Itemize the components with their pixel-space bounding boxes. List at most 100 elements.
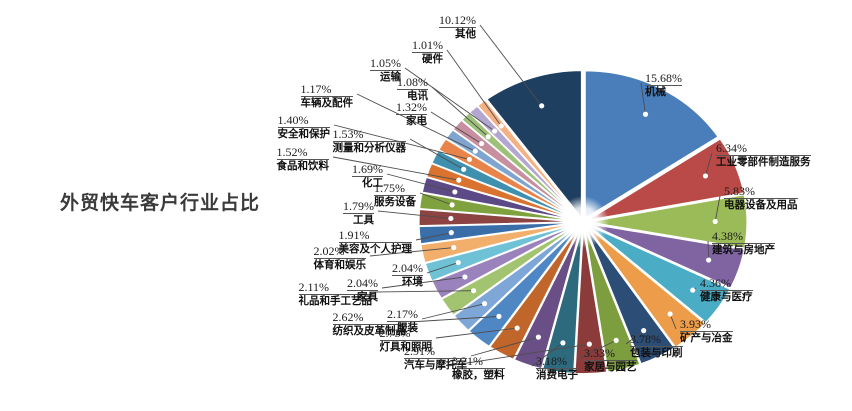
leader-line [369, 247, 454, 257]
slice-category: 服装 [397, 321, 418, 334]
leader-dot [466, 156, 473, 163]
leader-line [435, 327, 518, 339]
pie-slice[interactable] [587, 193, 748, 250]
slice-percent: 1.32% [396, 100, 427, 115]
slice-percent: 1.53% [332, 128, 406, 142]
slice-category: 环境 [402, 275, 423, 288]
slice-category: 车辆及配件 [300, 96, 354, 109]
slice-percent: 10.12% [439, 13, 476, 28]
pie-slice[interactable] [584, 69, 720, 221]
leader-line [409, 138, 464, 170]
slice-label: 1.75% 服务设备 [374, 182, 416, 208]
leader-line [377, 210, 451, 219]
slice-category: 其他 [455, 27, 476, 40]
leader-line [625, 330, 644, 345]
pie-slice[interactable] [476, 98, 582, 220]
pie-slice[interactable] [586, 222, 746, 290]
slice-category: 食品和饮料 [276, 159, 330, 172]
leader-dot [641, 328, 647, 334]
pie-slice[interactable] [586, 137, 746, 222]
pie-slice[interactable] [585, 224, 707, 349]
leader-dot [472, 148, 478, 154]
slice-category: 家具 [357, 290, 378, 303]
leader-line [415, 232, 452, 241]
leader-line [375, 290, 474, 293]
slice-category: 灯具和照明 [379, 340, 433, 353]
slice-percent: 1.05% [370, 56, 401, 71]
slice-category: 服务设备 [374, 195, 416, 208]
slice-category: 机械 [645, 85, 666, 98]
leader-line [421, 303, 485, 320]
slice-label: 1.53% 测量和分析仪器 [332, 128, 406, 154]
slice-percent: 2.04% [392, 261, 423, 276]
leader-dot [613, 337, 619, 343]
slice-percent: 2.02% [313, 245, 366, 259]
leader-dot [451, 244, 457, 251]
slice-label: 15.68% 机械 [645, 72, 682, 98]
slice-label: 1.69% 化工 [352, 163, 383, 189]
leader-dot [448, 230, 454, 236]
slice-category: 包装与印刷 [630, 346, 683, 359]
slice-percent: 15.68% [645, 71, 682, 86]
leader-dot [492, 128, 498, 134]
slice-percent: 1.69% [352, 162, 383, 177]
slice-category: 美容及个人护理 [338, 242, 413, 255]
slice-label: 3.93% 矿产与冶金 [680, 318, 733, 344]
slice-label: 3.18% 消费电子 [536, 355, 578, 381]
leader-line [714, 195, 721, 222]
slice-category: 电器设备及用品 [724, 198, 798, 211]
pie-slice[interactable] [573, 225, 608, 375]
slice-label: 2.91% 汽车与摩托车 [404, 345, 467, 371]
slice-label: 2.73% 灯具和照明 [379, 327, 433, 353]
slice-label: 6.34% 工业零部件制造服务 [716, 142, 811, 168]
slice-category: 家电 [406, 114, 427, 127]
leader-dot [496, 313, 502, 319]
pie-slice[interactable] [584, 224, 676, 366]
slice-category: 橡胶，塑料 [452, 368, 505, 381]
pie-slice[interactable] [485, 69, 583, 221]
leader-line [447, 343, 590, 367]
leader-dot [485, 134, 491, 140]
leader-dot [481, 301, 488, 307]
slice-label: 5.83% 电器设备及用品 [724, 185, 798, 211]
slice-percent: 2.91% [404, 345, 467, 359]
leader-line [430, 111, 482, 144]
slice-label: 1.01% 硬件 [412, 39, 443, 65]
slice-label: 1.52% 食品和饮料 [276, 146, 330, 172]
slice-percent: 1.79% [343, 199, 374, 214]
leader-dot [452, 189, 458, 195]
leader-line [333, 124, 470, 160]
slice-percent: 1.52% [276, 146, 329, 160]
leader-dot [586, 341, 592, 347]
slice-label: 4.36% 健康与医疗 [700, 277, 753, 303]
leader-dot [455, 259, 461, 266]
pie-slice[interactable] [541, 225, 584, 375]
leader-dot [448, 215, 454, 222]
slice-label: 2.04% 环境 [392, 262, 423, 288]
leader-dot [702, 173, 709, 179]
pie-slice[interactable] [583, 225, 642, 374]
leader-line [531, 342, 564, 367]
slice-percent: 1.01% [412, 38, 443, 53]
slice-label: 1.32% 家电 [396, 101, 427, 127]
leader-line [431, 86, 489, 138]
slice-percent: 2.62% [332, 311, 406, 325]
leader-line [381, 276, 465, 289]
pie-slice[interactable] [585, 223, 732, 324]
pie-slices [418, 69, 748, 375]
leader-line [426, 262, 459, 274]
slice-percent: 5.83% [724, 185, 798, 199]
slice-label: 3.33% 家居与园艺 [584, 347, 637, 373]
slice-percent: 3.18% [536, 355, 578, 369]
slice-percent: 3.93% [680, 318, 733, 332]
slice-percent: 2.11% [298, 281, 372, 295]
slice-percent: 3.78% [630, 333, 683, 347]
slice-label: 4.38% 建筑与房地产 [712, 230, 775, 256]
leader-line [479, 24, 543, 107]
slice-label: 2.02% 体育和娱乐 [313, 245, 366, 271]
slice-category: 工具 [353, 213, 374, 226]
slice-category: 汽车与摩托车 [404, 358, 467, 371]
leader-dot [690, 287, 696, 293]
leader-dot [667, 311, 673, 317]
